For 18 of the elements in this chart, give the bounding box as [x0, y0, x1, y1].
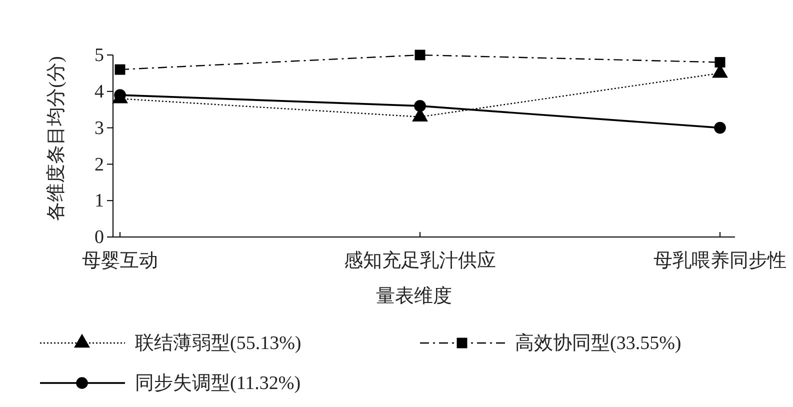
y-tick-label: 2 — [94, 154, 104, 176]
x-axis-title: 量表维度 — [376, 285, 452, 307]
x-tick-label: 母婴互动 — [82, 250, 158, 272]
x-tick-label: 感知充足乳汁供应 — [344, 250, 496, 272]
point — [414, 50, 426, 60]
legend-label: 联结薄弱型(55.13%) — [135, 333, 302, 354]
y-tick-label: 0 — [94, 227, 104, 248]
point — [414, 100, 426, 112]
y-tick-label: 3 — [94, 118, 104, 139]
point — [114, 64, 126, 75]
y-tick-label: 4 — [94, 81, 104, 102]
y-tick-label: 5 — [94, 45, 104, 66]
y-tick-label: 1 — [94, 190, 104, 212]
y-axis-title: 各维度条目均分(分) — [45, 56, 67, 221]
legend-label: 同步失调型(11.32%) — [135, 373, 301, 394]
x-tick-label: 母乳喂养同步性 — [654, 250, 786, 272]
legend-label: 高效协同型(33.55%) — [515, 332, 682, 354]
point — [714, 122, 726, 134]
